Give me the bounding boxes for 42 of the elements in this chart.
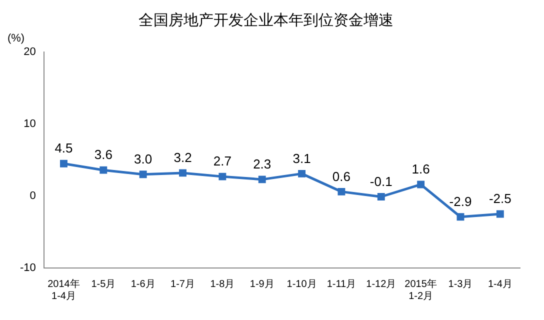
x-tick-label: 1-12月 bbox=[366, 278, 396, 290]
y-tick-label: 10 bbox=[24, 118, 36, 130]
x-tick-label: 1-5月 bbox=[91, 278, 116, 290]
x-tick-label: 2015年 1-2月 bbox=[404, 278, 437, 302]
point bbox=[218, 172, 226, 180]
chart-title: 全国房地产开发企业本年到位资金增速 bbox=[138, 12, 394, 30]
point bbox=[179, 169, 186, 177]
data-label: -2.9 bbox=[449, 194, 472, 209]
point bbox=[258, 176, 266, 184]
data-label: 2.7 bbox=[213, 154, 232, 169]
point bbox=[100, 166, 108, 174]
y-tick-label: -10 bbox=[20, 262, 36, 274]
point bbox=[338, 188, 346, 196]
x-tick-label: 1-9月 bbox=[250, 278, 274, 290]
x-tick-label: 1-11月 bbox=[326, 278, 356, 290]
x-tick-label: 1-3月 bbox=[448, 278, 473, 290]
point bbox=[496, 210, 504, 218]
point bbox=[298, 170, 306, 178]
data-label: 3.1 bbox=[292, 150, 311, 166]
x-tick-label: 1-10月 bbox=[286, 278, 317, 290]
x-tick-label: 1-7月 bbox=[170, 278, 195, 290]
y-tick-label: 0 bbox=[30, 190, 36, 202]
data-label: 3.2 bbox=[174, 150, 192, 166]
data-label: 3.0 bbox=[134, 151, 152, 166]
x-tick-label: 2014年 1-4月 bbox=[48, 278, 80, 302]
point bbox=[139, 170, 147, 178]
data-label: 2.3 bbox=[253, 156, 272, 172]
point bbox=[60, 160, 68, 168]
data-label: 4.5 bbox=[54, 140, 73, 156]
data-label: 3.6 bbox=[94, 147, 112, 162]
data-label: -2.5 bbox=[488, 191, 512, 206]
data-label: 1.6 bbox=[412, 162, 430, 177]
x-tick-label: 1-4月 bbox=[488, 278, 512, 290]
y-axis-title: (%) bbox=[7, 32, 25, 45]
x-tick-label: 1-8月 bbox=[210, 278, 235, 290]
x-tick-label: 1-6月 bbox=[130, 278, 156, 290]
data-label: 0.6 bbox=[332, 168, 350, 184]
data-label: -0.1 bbox=[370, 174, 392, 189]
point bbox=[417, 180, 425, 188]
y-tick-label: 20 bbox=[24, 46, 36, 58]
point bbox=[377, 192, 385, 200]
point bbox=[456, 213, 464, 221]
